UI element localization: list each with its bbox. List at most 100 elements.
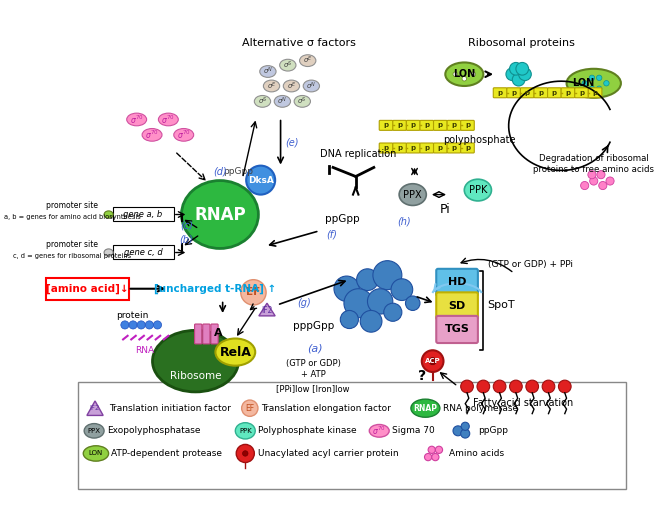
- Text: (d): (d): [213, 167, 227, 177]
- Text: LON: LON: [89, 451, 103, 456]
- Text: $\sigma^{70}$: $\sigma^{70}$: [161, 113, 175, 126]
- Circle shape: [606, 177, 614, 185]
- FancyBboxPatch shape: [436, 316, 478, 343]
- FancyBboxPatch shape: [407, 143, 420, 153]
- Text: [PPi]low [Iron]low: [PPi]low [Iron]low: [276, 384, 350, 393]
- Text: ppGpp: ppGpp: [325, 214, 359, 224]
- Text: Degradation of ribosomal: Degradation of ribosomal: [539, 154, 649, 163]
- Ellipse shape: [260, 65, 276, 77]
- Ellipse shape: [84, 446, 109, 461]
- FancyBboxPatch shape: [113, 245, 174, 259]
- Text: A: A: [214, 328, 222, 338]
- Text: PPX: PPX: [403, 190, 422, 200]
- Ellipse shape: [236, 423, 255, 439]
- Circle shape: [243, 451, 248, 456]
- FancyBboxPatch shape: [434, 121, 447, 130]
- FancyBboxPatch shape: [393, 121, 407, 130]
- Text: EF: EF: [246, 287, 261, 297]
- Text: RNA: RNA: [136, 346, 155, 355]
- Circle shape: [526, 380, 538, 393]
- Text: $\sigma^N$: $\sigma^N$: [306, 80, 316, 92]
- Text: TGS: TGS: [445, 324, 470, 334]
- Text: $\sigma^N$: $\sigma^N$: [263, 66, 273, 77]
- Circle shape: [344, 289, 373, 318]
- Text: (a): (a): [307, 344, 323, 353]
- Circle shape: [334, 276, 359, 301]
- Text: Pi: Pi: [440, 203, 451, 216]
- FancyBboxPatch shape: [436, 269, 478, 296]
- Text: $\sigma^N$: $\sigma^N$: [277, 96, 288, 107]
- FancyBboxPatch shape: [195, 324, 202, 344]
- Text: PPK: PPK: [468, 185, 487, 195]
- Circle shape: [461, 422, 469, 431]
- Text: Polyphosphate kinase: Polyphosphate kinase: [258, 426, 357, 435]
- Text: ACP: ACP: [425, 358, 440, 364]
- Text: p: p: [451, 145, 457, 151]
- Text: $\sigma^{70}$: $\sigma^{70}$: [145, 129, 159, 141]
- Text: Alternative σ factors: Alternative σ factors: [241, 38, 355, 47]
- Text: HD: HD: [448, 278, 467, 287]
- Circle shape: [494, 380, 506, 393]
- Ellipse shape: [127, 113, 147, 126]
- Polygon shape: [259, 303, 275, 316]
- Circle shape: [509, 380, 522, 393]
- Text: p: p: [424, 145, 429, 151]
- Text: $\sigma^E$: $\sigma^E$: [286, 80, 296, 92]
- Ellipse shape: [411, 399, 440, 417]
- Text: LON: LON: [572, 78, 594, 88]
- Text: [amino acid]↓: [amino acid]↓: [47, 284, 129, 294]
- Circle shape: [340, 311, 359, 329]
- Circle shape: [428, 446, 436, 453]
- Text: SpoT: SpoT: [487, 300, 515, 310]
- Circle shape: [129, 321, 137, 329]
- Circle shape: [590, 177, 598, 185]
- Text: $\sigma^E$: $\sigma^E$: [303, 55, 313, 66]
- Circle shape: [153, 321, 162, 329]
- Ellipse shape: [182, 181, 259, 248]
- Circle shape: [596, 86, 602, 92]
- Ellipse shape: [284, 80, 299, 92]
- Text: (f): (f): [326, 229, 337, 239]
- Text: Translation elongation factor: Translation elongation factor: [261, 404, 391, 413]
- Ellipse shape: [399, 184, 426, 205]
- Circle shape: [519, 68, 531, 80]
- Ellipse shape: [445, 62, 484, 86]
- Text: ppGpp: ppGpp: [478, 426, 508, 435]
- Text: ppGpp: ppGpp: [223, 167, 253, 177]
- Ellipse shape: [274, 95, 291, 107]
- Text: Ribosome: Ribosome: [170, 371, 221, 381]
- Circle shape: [516, 62, 528, 75]
- FancyBboxPatch shape: [434, 143, 447, 153]
- Ellipse shape: [215, 338, 255, 366]
- Text: (GTP or GDP) + PPi: (GTP or GDP) + PPi: [488, 260, 573, 269]
- FancyBboxPatch shape: [420, 121, 434, 130]
- Circle shape: [461, 429, 470, 438]
- Circle shape: [145, 321, 153, 329]
- FancyBboxPatch shape: [588, 88, 602, 98]
- Text: polyphosphate: polyphosphate: [443, 135, 516, 145]
- Ellipse shape: [159, 113, 178, 126]
- Text: gene c, d: gene c, d: [124, 248, 163, 257]
- Ellipse shape: [255, 95, 270, 107]
- Text: Exopolyphosphatase: Exopolyphosphatase: [107, 426, 200, 435]
- Text: $\sigma^S$: $\sigma^S$: [297, 96, 307, 107]
- FancyBboxPatch shape: [203, 324, 210, 344]
- FancyBboxPatch shape: [507, 88, 520, 98]
- Text: Amino acids: Amino acids: [449, 449, 504, 458]
- Ellipse shape: [280, 59, 296, 71]
- Circle shape: [461, 380, 473, 393]
- FancyBboxPatch shape: [547, 88, 561, 98]
- Circle shape: [246, 166, 275, 195]
- FancyBboxPatch shape: [436, 293, 478, 319]
- Circle shape: [509, 62, 522, 75]
- Text: PPK: PPK: [239, 428, 251, 434]
- Text: $\sigma^{70}$: $\sigma^{70}$: [177, 129, 191, 141]
- Text: $\sigma^E$: $\sigma^E$: [266, 80, 276, 92]
- Text: $\sigma^{70}$: $\sigma^{70}$: [372, 425, 386, 437]
- Text: (c): (c): [180, 220, 193, 230]
- Circle shape: [589, 86, 595, 92]
- Circle shape: [405, 296, 420, 311]
- Text: a, b = genes for amino acid biosynthesis: a, b = genes for amino acid biosynthesis: [4, 214, 141, 220]
- Ellipse shape: [303, 80, 320, 92]
- FancyBboxPatch shape: [46, 278, 130, 300]
